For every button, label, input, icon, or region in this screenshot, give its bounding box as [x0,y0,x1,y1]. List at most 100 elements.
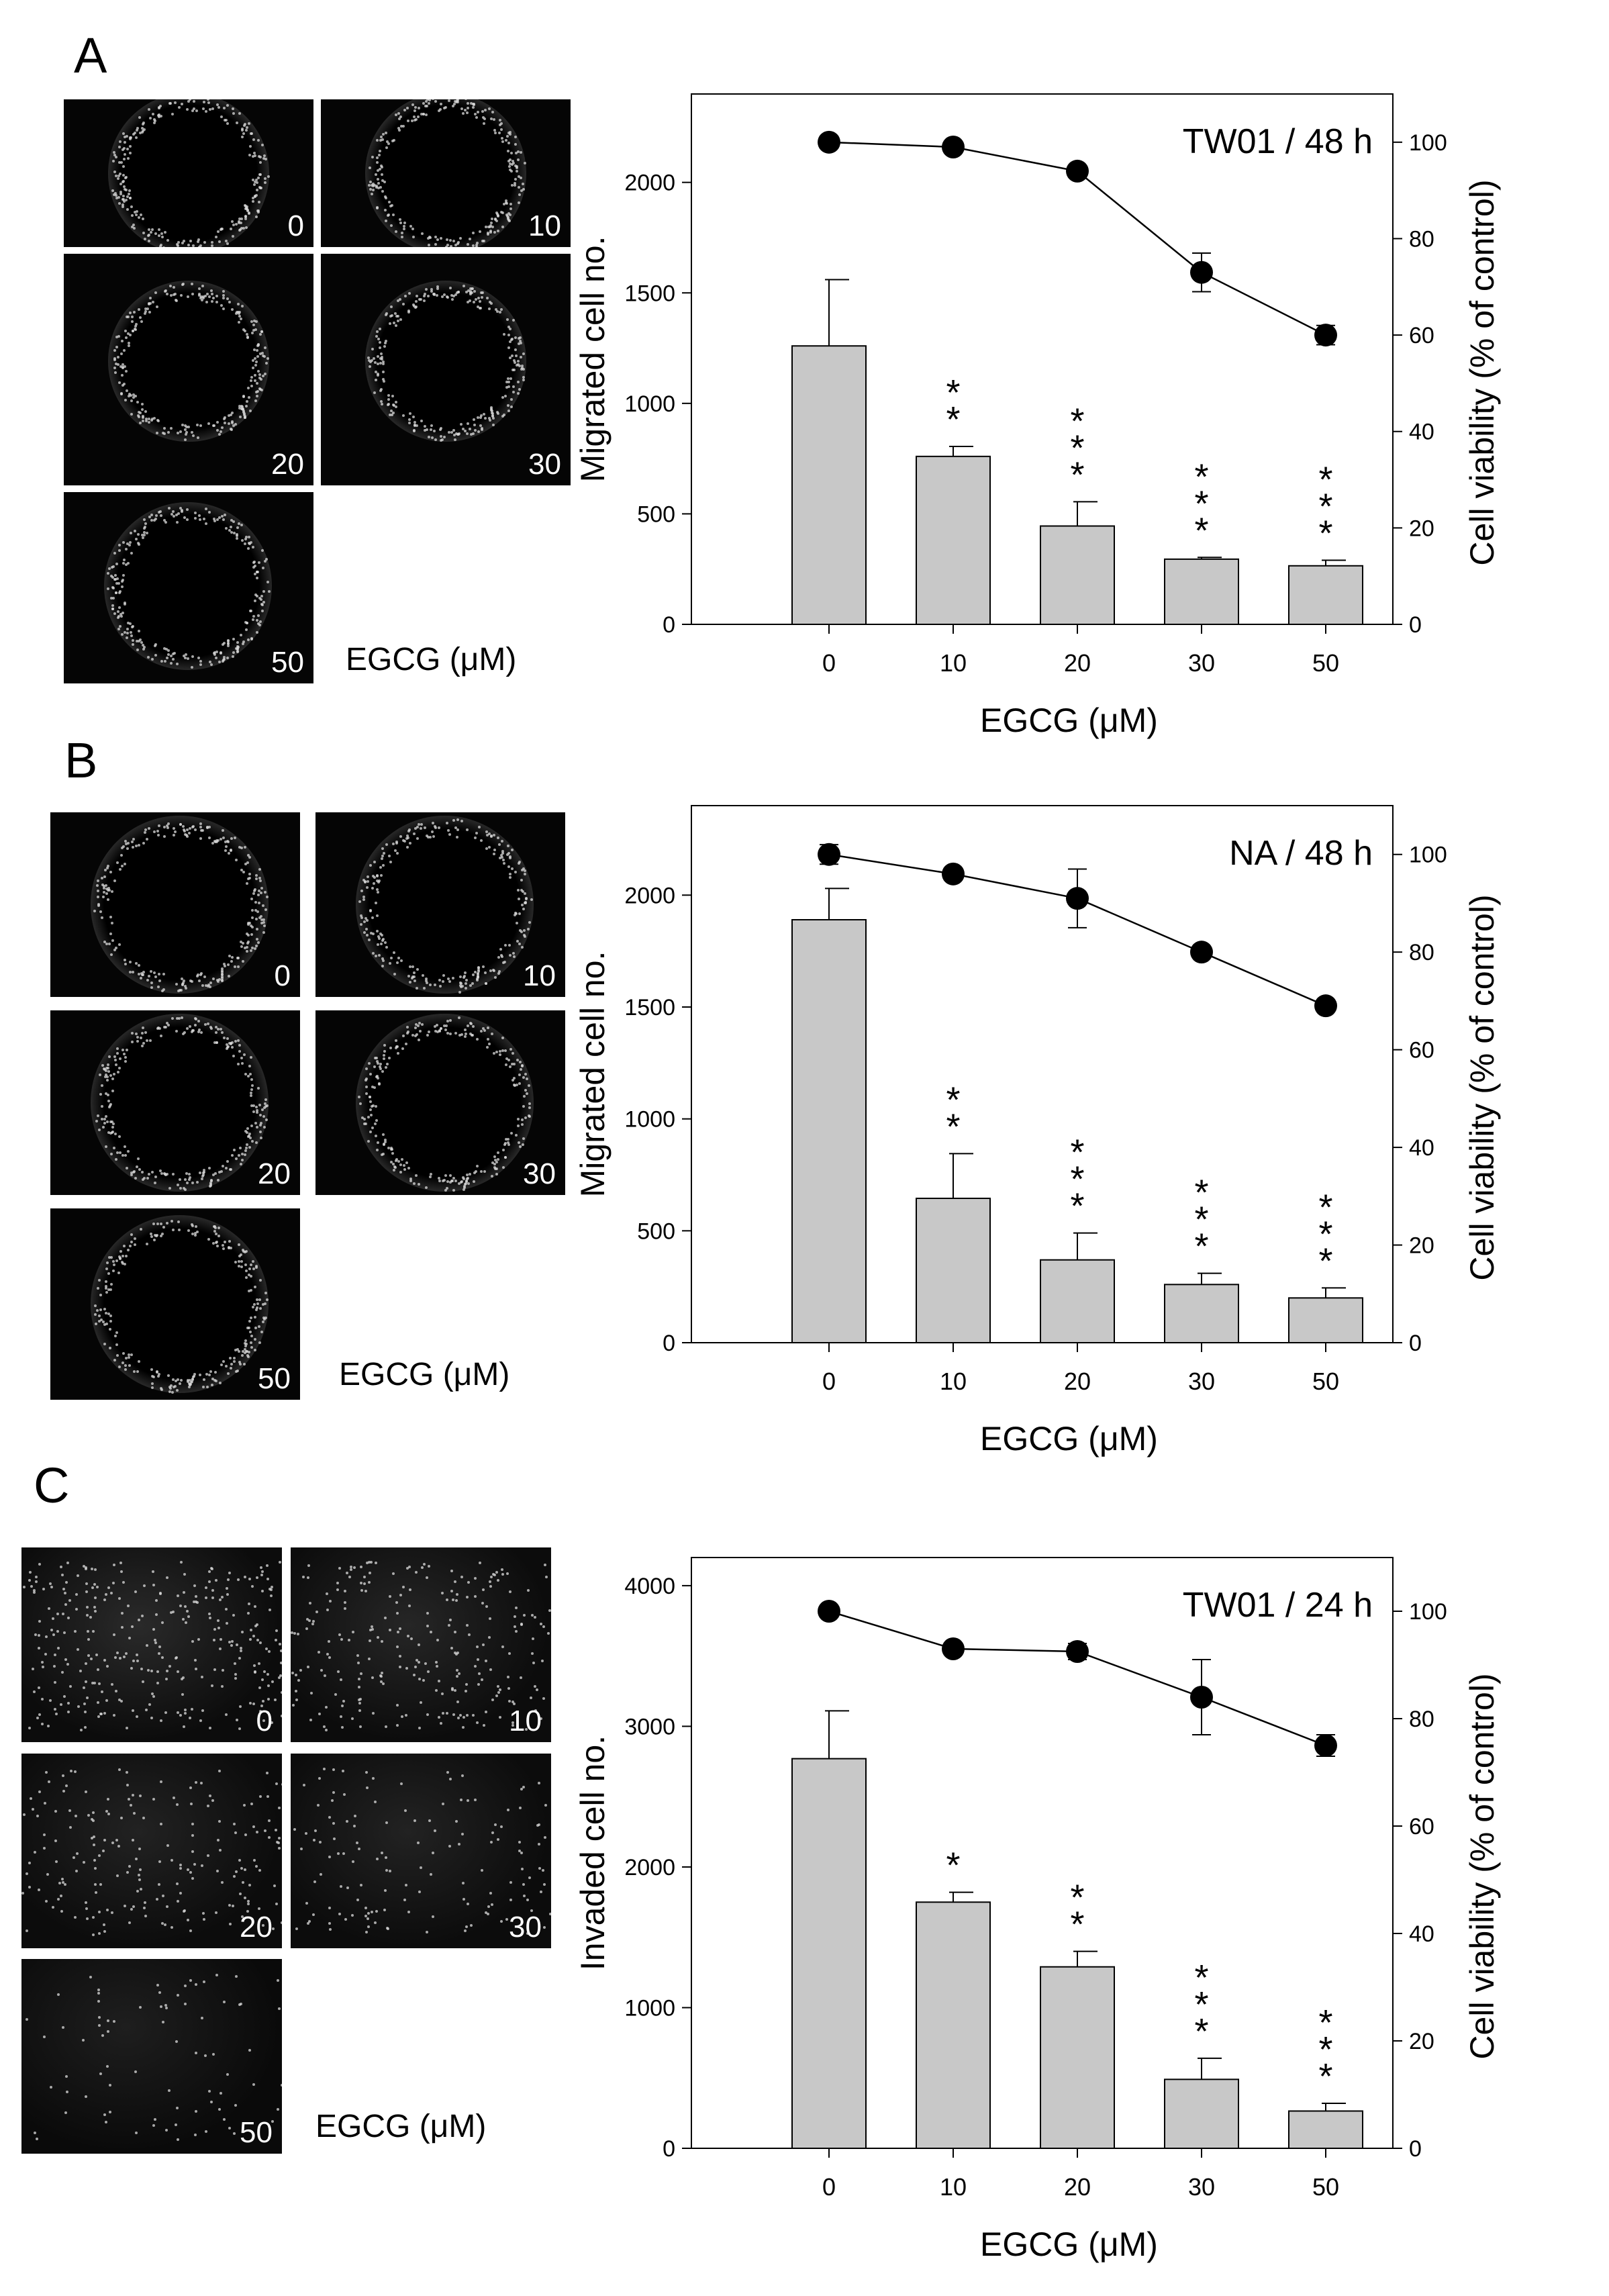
cell-dot [405,1042,407,1045]
cell-dot [136,1040,139,1043]
cell-dot [509,340,512,343]
dish-image [104,502,272,670]
cell-dot [65,2091,68,2094]
cell-dot [486,1046,489,1049]
cell-dot [109,1314,113,1318]
cell-dot [237,320,240,324]
cell-dot [519,336,522,340]
cell-dot [189,1929,193,1932]
cell-dot [501,211,505,215]
cell-dot [135,2131,138,2134]
cell-dot [517,381,520,384]
cell-dot [170,654,173,657]
cell-dot [210,1684,213,1687]
cell-dot [240,226,244,230]
cell-dot [517,336,520,340]
cell-dot [92,1915,95,1919]
cell-dot [101,1105,103,1108]
cell-dot [107,1288,111,1292]
cell-dot [174,292,177,295]
cell-dot [399,1665,402,1668]
cell-dot [373,357,375,360]
cell-dot [259,1130,262,1133]
cell-dot [220,115,224,119]
cell-dot [356,1662,360,1665]
cell-dot [198,292,201,295]
significance-mark: * [946,399,960,440]
cell-dot [210,293,213,296]
cell-dot [217,1227,220,1229]
cell-dot [128,1245,132,1248]
cell-dot [124,962,127,965]
cell-dot [113,151,116,154]
cell-dot [454,1652,458,1656]
cell-dot [44,1652,47,1656]
cell-dot [434,438,437,442]
cell-dot [258,597,262,600]
cell-dot [130,413,134,416]
cell-dot [295,1690,298,1693]
cell-dot [317,1803,320,1807]
cell-dot [115,582,119,585]
cell-dot [523,929,526,932]
cell-dot [409,224,412,228]
cell-dot [184,653,187,656]
cell-dot [238,1254,241,1257]
cell-dot [208,836,211,839]
cell-dot [248,1602,251,1605]
cell-dot [173,833,176,836]
cell-dot [260,1678,264,1682]
cell-dot [199,295,203,298]
cell-dot [224,965,227,968]
cell-dot [395,324,398,327]
cell-dot [370,183,373,187]
cell-dot [489,1580,492,1583]
cell-dot [263,355,266,358]
cell-dot [507,211,510,215]
cell-dot [446,977,450,981]
cell-dot [518,860,521,863]
cell-dot [324,1729,328,1731]
cell-dot [135,129,138,132]
cell-dot [376,362,379,365]
cell-dot [391,1163,395,1166]
cell-dot [181,982,185,986]
cell-dot [153,1239,156,1242]
cell-dot [393,951,395,955]
cell-dot [124,1652,128,1656]
cell-dot [457,1716,460,1719]
cell-dot [241,1915,244,1918]
cell-dot [162,647,166,650]
cell-dot [413,119,417,122]
cell-dot [265,895,269,898]
micrograph: 10 [321,99,571,247]
cell-dot [245,621,248,624]
cell-dot [489,969,492,972]
cell-dot [522,367,526,371]
cell-dot [478,306,481,309]
cell-dot [166,293,169,295]
cell-dot [264,1105,268,1108]
cell-dot [215,1973,218,1976]
cell-dot [236,1370,239,1373]
cell-dot [260,549,264,553]
cell-dot [107,587,110,590]
cell-dot [84,1680,87,1684]
cell-dot [423,428,426,432]
cell-dot [207,511,211,514]
cell-dot [506,149,509,152]
cell-dot [252,1703,255,1706]
cell-dot [216,103,220,107]
cell-dot [244,216,248,219]
cell-dot [196,1601,199,1604]
cell-dot [334,1693,337,1696]
cell-dot [466,301,469,304]
cell-dot [367,1657,371,1660]
cell-dot [256,622,260,625]
cell-dot [193,1023,197,1026]
cell-dot [133,1237,136,1240]
cell-dot [399,221,402,224]
cell-dot [97,904,100,908]
cell-dot [228,300,231,303]
cell-dot [138,216,140,220]
